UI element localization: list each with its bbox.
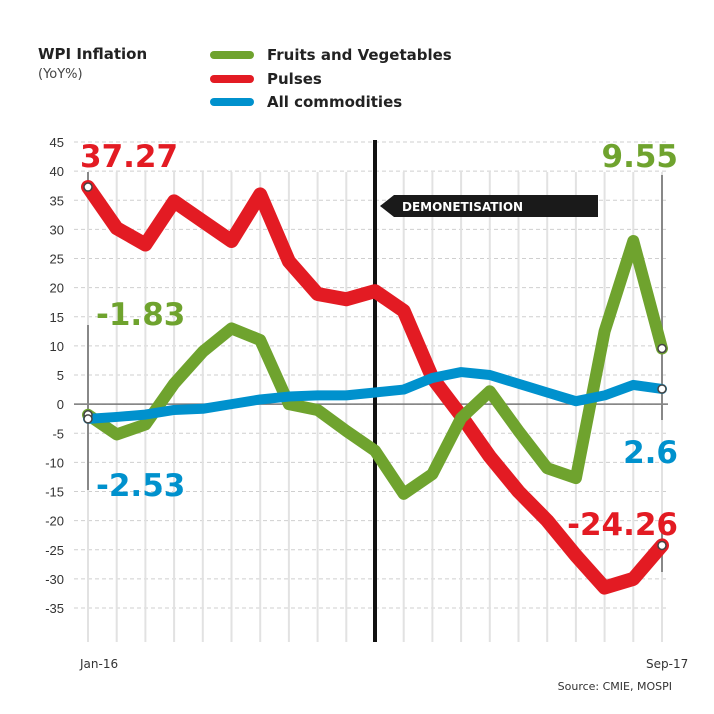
label-fv-end: 9.55 — [602, 139, 679, 175]
point-marker-fruits-and-vegetables — [657, 343, 667, 354]
label-all-end: 2.6 — [623, 435, 678, 471]
y-tick-label: 15 — [50, 310, 64, 325]
y-tick-label: -20 — [45, 514, 64, 529]
y-tick-label: 5 — [57, 368, 64, 383]
chart-title: WPI Inflation — [38, 45, 147, 63]
label-all-start: -2.53 — [96, 468, 185, 504]
y-tick-label: -15 — [45, 485, 64, 500]
y-tick-label: -5 — [52, 426, 64, 441]
y-tick-label: 40 — [50, 164, 64, 179]
y-tick-label: 35 — [50, 193, 64, 208]
chart-subtitle: (YoY%) — [38, 67, 83, 82]
series-line-pulses — [81, 180, 669, 595]
point-marker-all-commodities — [83, 414, 93, 424]
y-tick-label: -10 — [45, 455, 64, 470]
y-tick-label: 45 — [50, 135, 64, 150]
point-marker-pulses — [83, 182, 93, 192]
series-line-all-commodities — [83, 367, 667, 424]
y-axis: 45 40 35 30 25 20 15 10 5 0 -5 -10 -15 -20 -25 -30 -35 — [45, 135, 64, 616]
label-pulses-end: -24.26 — [567, 507, 678, 543]
y-tick-label: 20 — [50, 281, 64, 296]
label-fv-start: -1.83 — [96, 297, 185, 333]
demonetisation-label: DEMONETISATION — [402, 200, 523, 214]
y-tick-label: 25 — [50, 252, 64, 267]
legend-all: All commodities — [267, 93, 402, 111]
y-tick-label: 30 — [50, 222, 64, 237]
y-tick-label: 10 — [50, 339, 64, 354]
point-marker-all-commodities — [657, 384, 667, 394]
x-tick-last: Sep-17 — [646, 657, 688, 671]
legend-fv: Fruits and Vegetables — [267, 46, 452, 64]
banner-arrow — [380, 195, 598, 217]
legend: Fruits and Vegetables Pulses All commodi… — [210, 46, 452, 111]
source-note: Source: CMIE, MOSPI — [558, 680, 672, 693]
y-tick-label: 0 — [57, 397, 64, 412]
series-lines — [81, 180, 669, 595]
demonetisation-banner: DEMONETISATION — [380, 195, 598, 217]
series-line-fruits-and-vegetables — [82, 235, 668, 500]
end-markers — [83, 182, 667, 551]
label-pulses-start: 37.27 — [80, 139, 178, 175]
point-marker-pulses — [657, 540, 667, 551]
y-tick-label: -35 — [45, 601, 64, 616]
x-tick-first: Jan-16 — [79, 657, 118, 671]
y-tick-label: -30 — [45, 572, 64, 587]
y-tick-label: -25 — [45, 543, 64, 558]
legend-pulses: Pulses — [267, 70, 322, 88]
